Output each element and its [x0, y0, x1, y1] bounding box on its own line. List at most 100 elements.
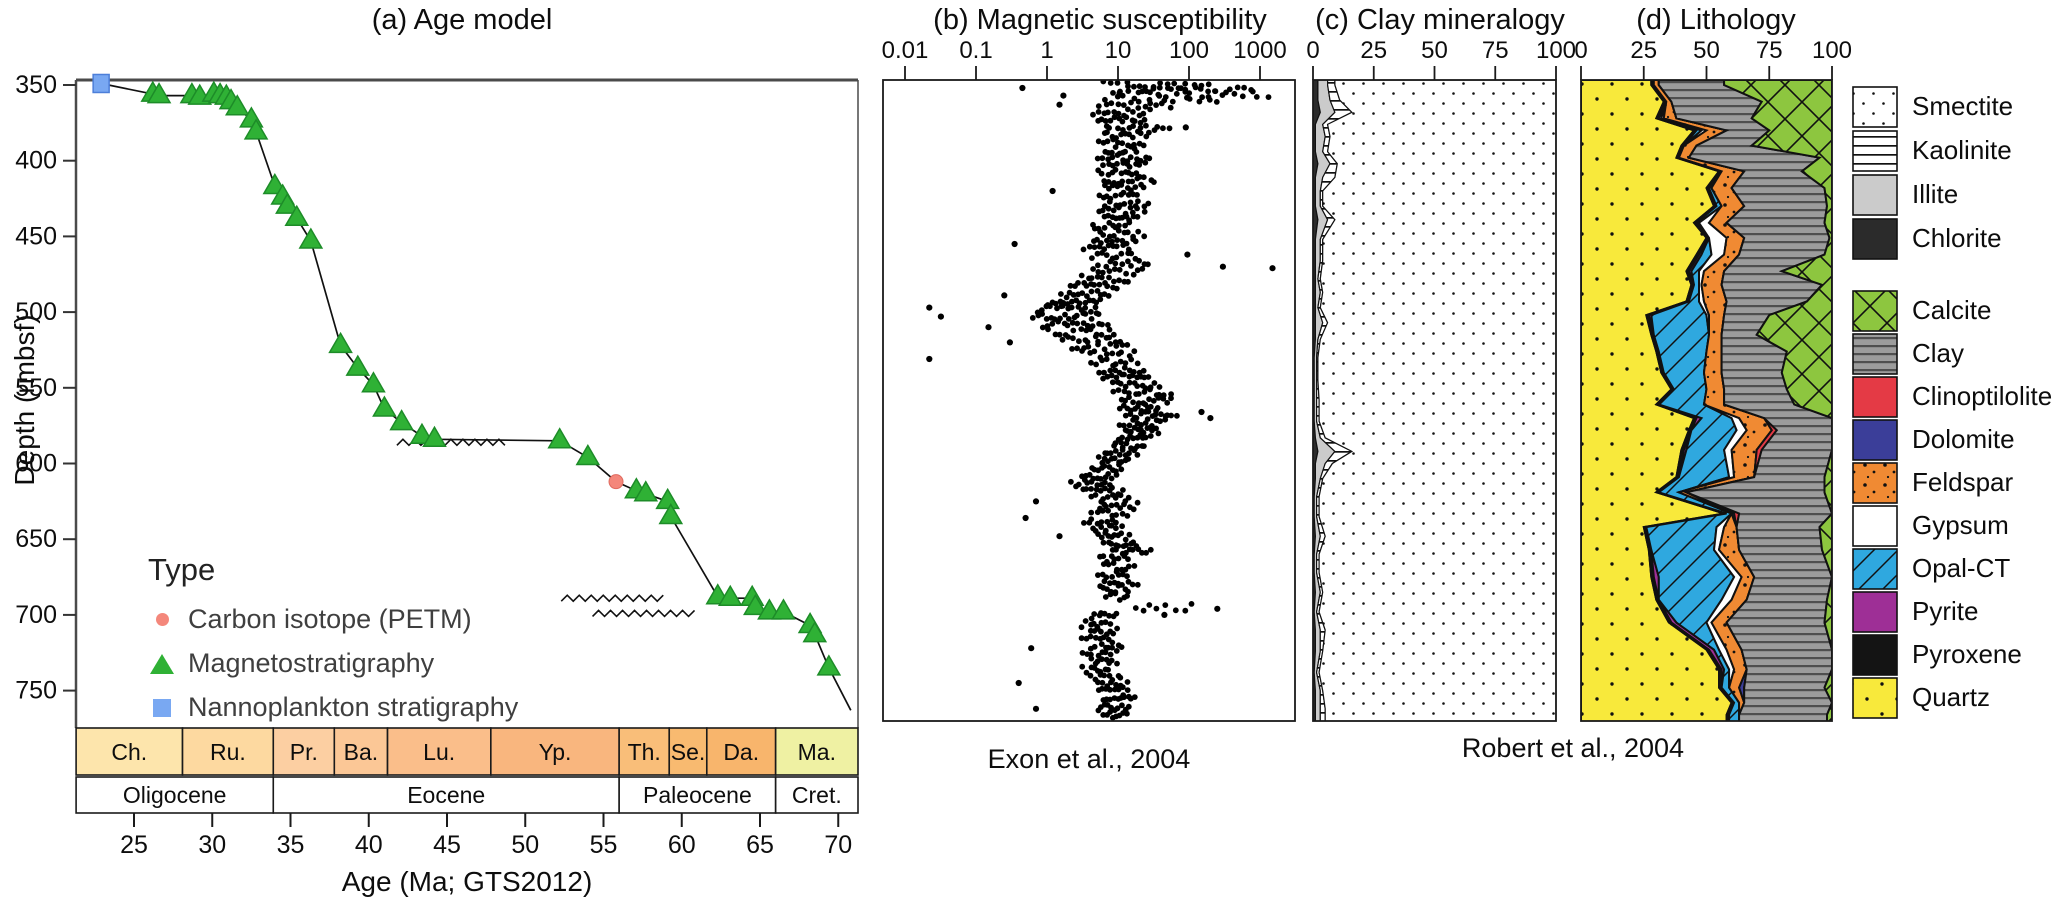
magneto-marker: [771, 598, 796, 620]
depth-tick-label: 750: [15, 677, 57, 705]
legend-label-dolomite: Dolomite: [1912, 424, 2015, 454]
stage-cell: [75, 727, 184, 776]
ms-outlier-dot: [1184, 251, 1191, 258]
depth-axis-label: Depth (rmbsf): [9, 314, 40, 486]
stage-label: Da.: [723, 739, 759, 765]
age-axis: 25 30 35 40 45 50 55 60 65 70: [120, 813, 852, 859]
magneto-marker: [389, 409, 414, 431]
stage-label: Ba.: [344, 739, 379, 765]
stage-cell: [181, 727, 275, 776]
legend-swatch-chlorite: [1852, 218, 1898, 260]
ms-outlier-dot: [1056, 533, 1063, 540]
magneto-marker: [633, 480, 659, 502]
lith-tick-label: 75: [1756, 37, 1783, 64]
lithology-areas: [1581, 80, 1832, 721]
stage-cell: [333, 727, 389, 776]
smectite-area: [1317, 80, 1556, 721]
stage-label: Ru.: [210, 739, 246, 765]
clay-tick-label: 100: [1536, 37, 1576, 64]
panel-b-title: (b) Magnetic susceptibility: [933, 4, 1267, 36]
depth-tick-label: 650: [15, 525, 57, 553]
epoch-bar: Oligocene Eocene Paleocene Cret.: [75, 776, 859, 814]
ms-tick-label: 0.01: [882, 37, 929, 64]
magneto-marker: [422, 425, 447, 448]
magneto-marker: [816, 654, 842, 676]
clay-tick-label: 0: [1306, 37, 1319, 64]
ms-tick-label: 1000: [1233, 37, 1286, 64]
depth-tick-label: 600: [15, 450, 57, 478]
stage-label: Th.: [628, 739, 661, 765]
magneto-marker: [345, 354, 371, 376]
legend-swatch-quartz: [1852, 677, 1898, 719]
magneto-marker: [743, 593, 768, 616]
stage-cell: [618, 727, 671, 776]
age-tick-label: 40: [355, 831, 383, 859]
ms-outlier-dot: [1022, 514, 1029, 522]
epoch-cell: [774, 776, 859, 814]
lith-tick-label: 25: [1630, 37, 1657, 64]
stage-label: Ma.: [798, 739, 836, 765]
magneto-marker: [146, 82, 172, 104]
stage-label: Ch.: [111, 739, 147, 765]
legend-swatch-clinoptilolite: [1852, 376, 1898, 418]
panel-c-title: (c) Clay mineralogy: [1315, 4, 1565, 36]
magneto-marker: [284, 204, 310, 226]
age-tick-label: 30: [198, 831, 226, 859]
magneto-marker: [275, 192, 300, 214]
legend-swatch-calcite: [1852, 290, 1898, 332]
age-model-legend: Type Carbon isotope (PETM) Magnetostrati…: [148, 552, 518, 736]
calcite-area: [1723, 80, 1832, 721]
stage-cell: [272, 727, 336, 776]
ms-outlier-dot: [1182, 124, 1189, 131]
ms-outlier-dot: [1161, 611, 1168, 619]
ms-outlier-dot: [1207, 415, 1214, 422]
panel-a-title: (a) Age model: [371, 4, 553, 36]
legend-item-label: Carbon isotope (PETM): [188, 604, 472, 634]
ms-outlier-dot: [985, 324, 992, 331]
legend-swatch-pyroxene: [1852, 634, 1898, 676]
ms-outlier-dot: [1269, 265, 1276, 272]
legend-label-chlorite: Chlorite: [1912, 223, 2002, 253]
legend-label-clinoptilolite: Clinoptilolite: [1912, 381, 2052, 411]
ms-outlier-dot: [1001, 292, 1008, 299]
legend-label-pyrite: Pyrite: [1912, 596, 1978, 626]
legend-label-calcite: Calcite: [1912, 295, 1991, 325]
ms-tick-label: 10: [1105, 37, 1132, 64]
legend-item-nanno: Nannoplankton stratigraphy: [148, 692, 518, 723]
clay-mineralogy-areas: [1313, 80, 1556, 721]
stage-label: Se.: [671, 739, 706, 765]
hiatus-zigzag: [591, 609, 696, 618]
legend-label-opalct: Opal-CT: [1912, 553, 2010, 583]
depth-axis: 350 400 450 500 550 600 650 700 750: [15, 71, 76, 705]
ms-outlier-dot: [1015, 679, 1022, 687]
magneto-marker: [298, 227, 324, 249]
depth-tick-label: 550: [15, 374, 57, 402]
lithology-legend: Smectite Kaolinite Illite Chlorite Calcite Cl…: [1852, 86, 2052, 719]
legend-swatch-smectite: [1852, 86, 1898, 128]
magneto-marker: [655, 487, 680, 510]
depth-tick-label: 500: [15, 298, 57, 326]
stage-cell: [774, 727, 859, 776]
stage-bar: Ch. Ru. Pr. Ba. Lu. Yp. Th. Se. Da. Ma.: [75, 727, 859, 776]
age-model-markers: [92, 73, 842, 676]
panel-d-box: [1580, 79, 1833, 722]
legend-label-smectite: Smectite: [1912, 91, 2013, 121]
magneto-triangle-icon: [148, 653, 176, 674]
ms-outlier-dot: [1049, 187, 1056, 195]
magneto-marker: [243, 118, 269, 140]
magneto-marker: [802, 621, 828, 643]
clay-tick-label: 75: [1482, 37, 1509, 64]
petm-marker: [608, 474, 624, 490]
ms-scatter: [926, 80, 1276, 721]
lith-tick-label: 0: [1574, 37, 1587, 64]
legend-swatch-clay: [1852, 333, 1898, 375]
clay-tick-label: 25: [1360, 37, 1387, 64]
epoch-cell: [75, 776, 275, 814]
petm-dot-icon: [148, 613, 176, 626]
epoch-label: Oligocene: [123, 782, 227, 808]
ms-tick-label: 1: [1040, 37, 1053, 64]
panel-c-box: [1312, 79, 1557, 722]
caption-robert: Robert et al., 2004: [1461, 733, 1685, 763]
